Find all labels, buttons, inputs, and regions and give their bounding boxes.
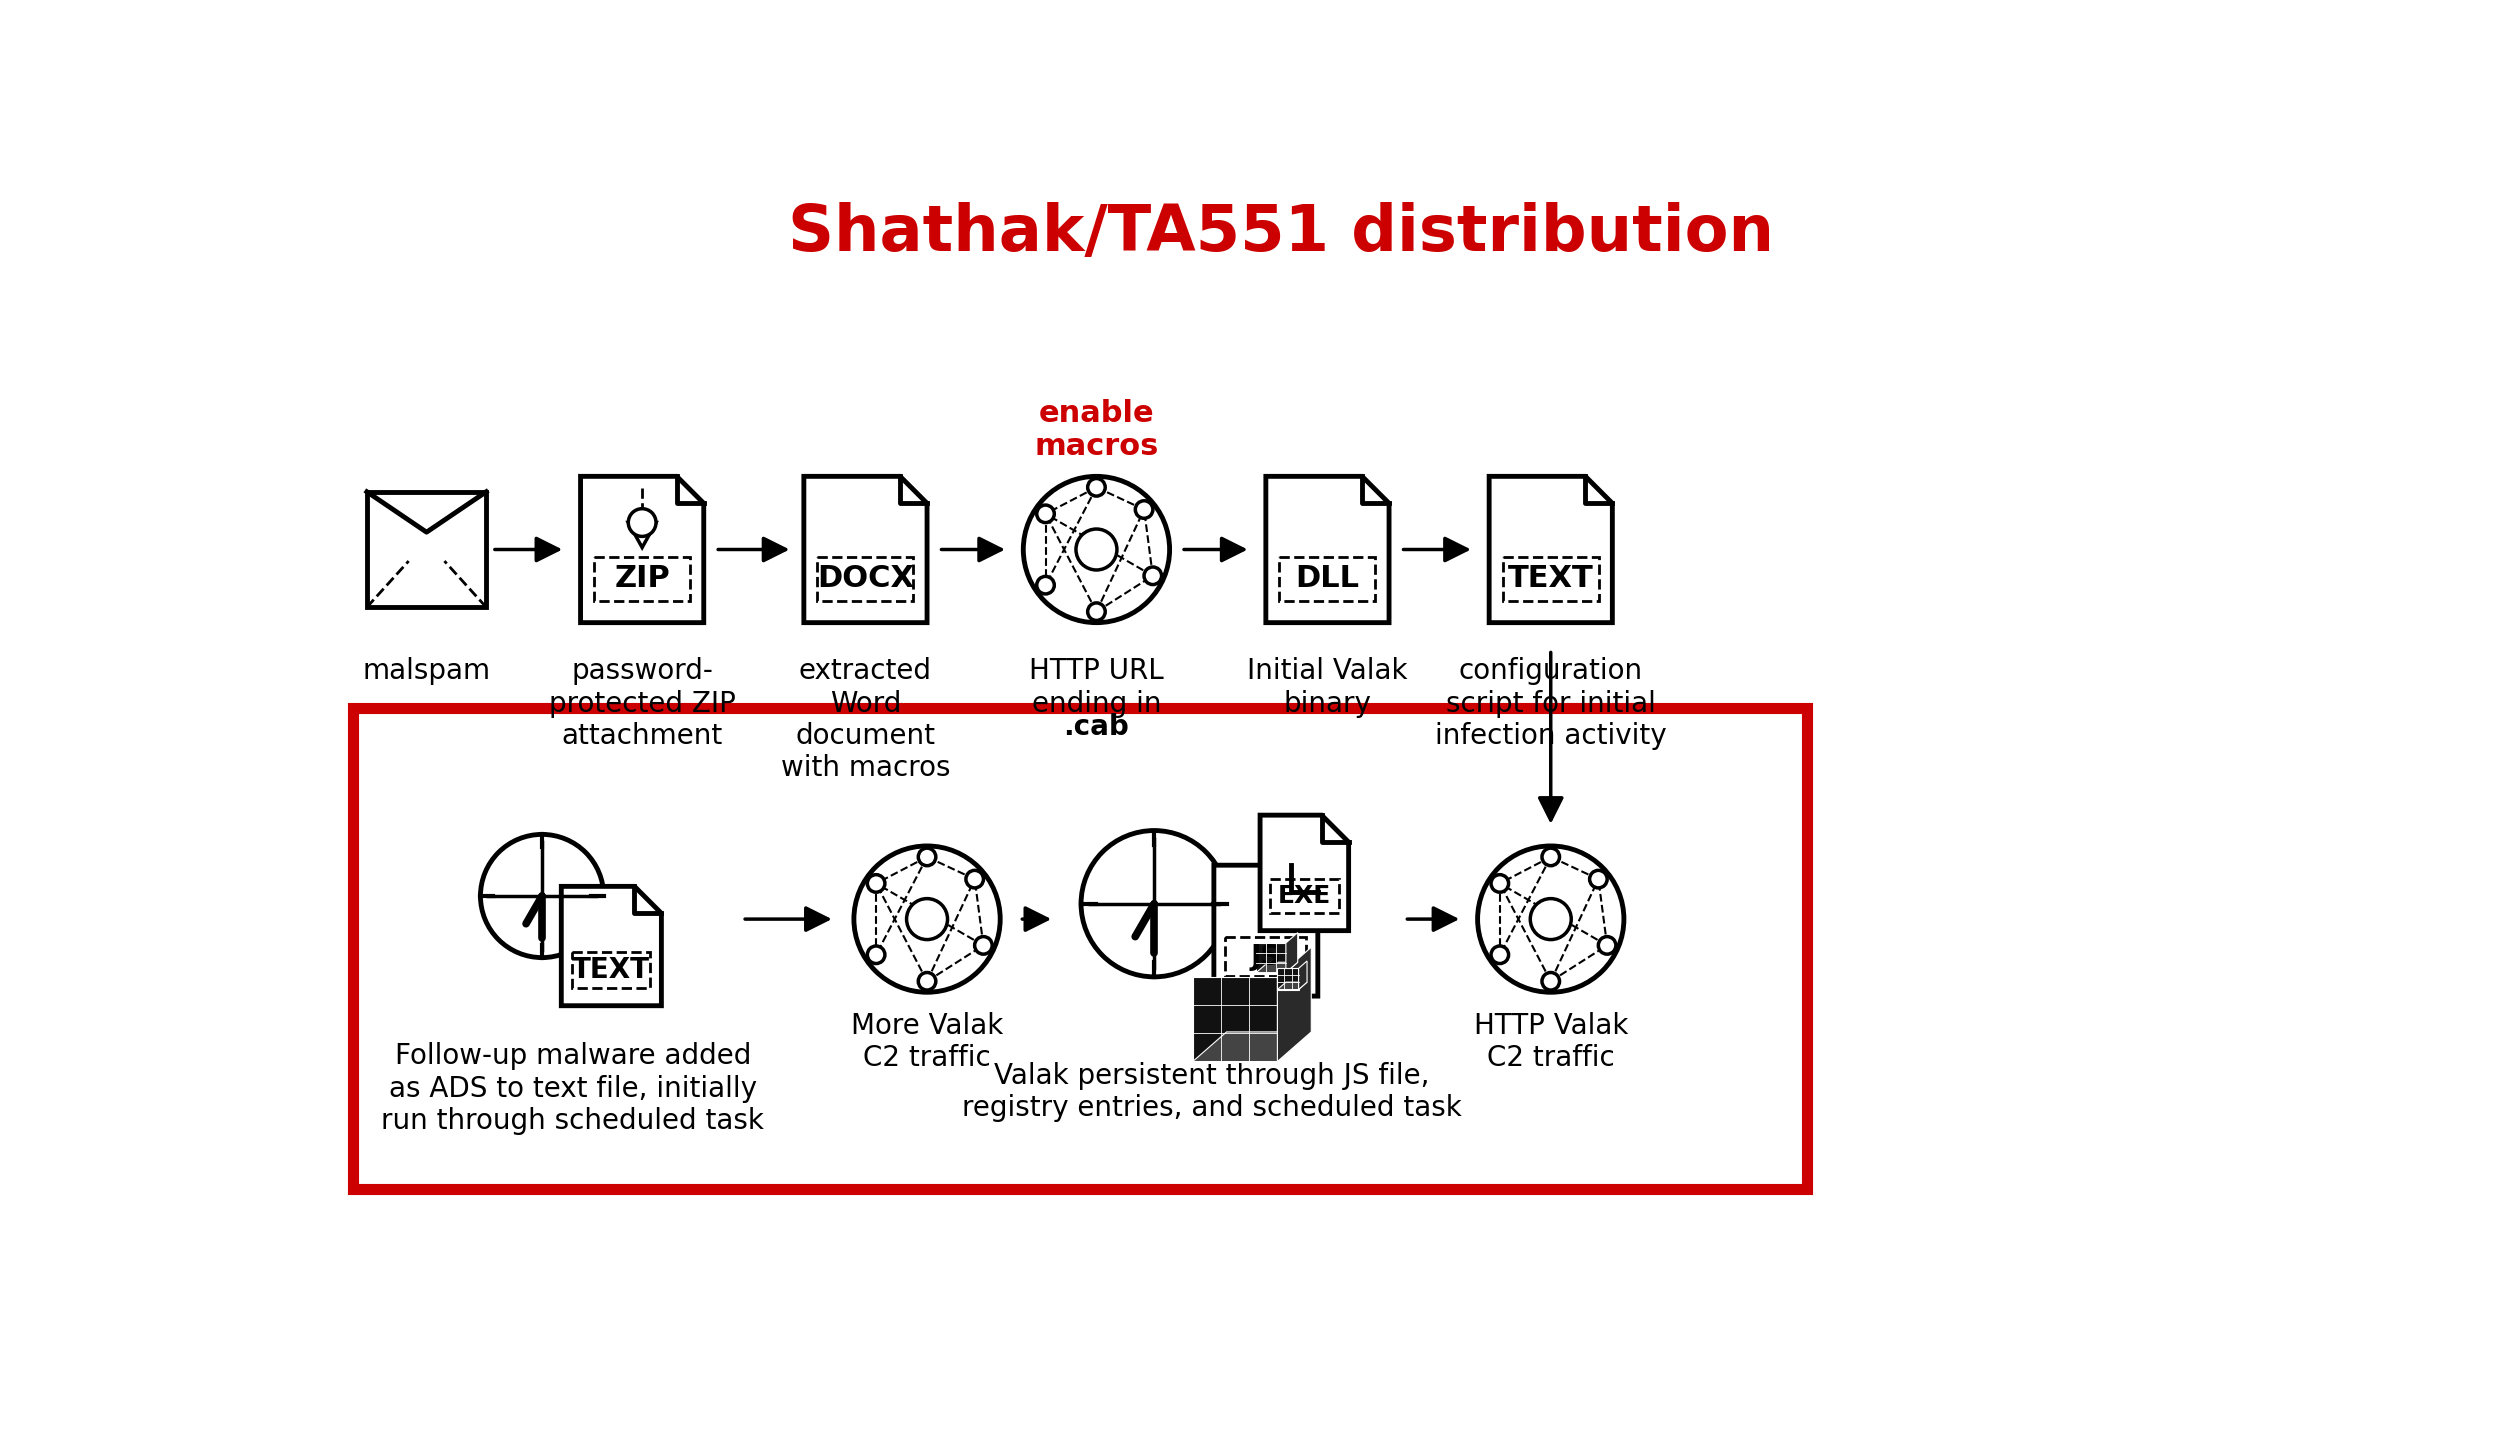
Text: Shathak/TA551 distribution: Shathak/TA551 distribution (788, 202, 1775, 264)
Polygon shape (805, 476, 928, 623)
Polygon shape (1278, 947, 1312, 1062)
Polygon shape (1260, 815, 1348, 931)
Polygon shape (1192, 1032, 1312, 1062)
Text: TEXT: TEXT (572, 956, 650, 984)
Text: extracted
Word
document
with macros: extracted Word document with macros (780, 657, 950, 782)
Text: JS: JS (1250, 943, 1280, 971)
Circle shape (965, 871, 982, 888)
Circle shape (1490, 946, 1508, 963)
Text: ZIP: ZIP (615, 564, 670, 593)
Circle shape (918, 848, 935, 865)
Circle shape (480, 834, 602, 957)
Polygon shape (1298, 961, 1308, 990)
Text: configuration
script for initial
infection activity: configuration script for initial infecti… (1435, 657, 1668, 751)
Polygon shape (368, 492, 485, 607)
Text: .cab: .cab (1062, 713, 1130, 740)
Text: TEXT: TEXT (1508, 564, 1592, 593)
Circle shape (1088, 603, 1105, 620)
Circle shape (1088, 478, 1105, 497)
Circle shape (1022, 476, 1170, 623)
Polygon shape (562, 887, 662, 1006)
Circle shape (628, 508, 655, 537)
Circle shape (1038, 577, 1055, 594)
Circle shape (1135, 501, 1152, 518)
Polygon shape (1192, 977, 1278, 1062)
Circle shape (1038, 505, 1055, 522)
Text: DOCX: DOCX (818, 564, 915, 593)
Circle shape (975, 937, 992, 954)
Circle shape (1542, 848, 1560, 865)
Circle shape (867, 946, 885, 963)
Circle shape (1075, 530, 1118, 570)
Circle shape (1590, 871, 1608, 888)
Circle shape (1490, 875, 1508, 893)
Text: password-
protected ZIP
attachment: password- protected ZIP attachment (548, 657, 735, 751)
Polygon shape (1255, 943, 1285, 973)
Circle shape (1598, 937, 1615, 954)
Circle shape (908, 898, 948, 940)
Text: EXE: EXE (1278, 884, 1330, 908)
Text: Valak persistent through JS file,
registry entries, and scheduled task: Valak persistent through JS file, regist… (962, 1062, 1462, 1122)
Polygon shape (1285, 933, 1298, 973)
Polygon shape (1278, 969, 1298, 990)
Circle shape (1478, 847, 1625, 992)
Polygon shape (1265, 476, 1390, 623)
Circle shape (867, 875, 885, 893)
Circle shape (1145, 567, 1162, 584)
Text: Initial Valak
binary: Initial Valak binary (1248, 657, 1407, 718)
Polygon shape (580, 476, 705, 623)
Polygon shape (1278, 982, 1308, 990)
Text: malspam: malspam (362, 657, 490, 686)
Polygon shape (1215, 865, 1318, 996)
Circle shape (1080, 831, 1228, 977)
Text: enable
macros: enable macros (1035, 399, 1158, 462)
Circle shape (918, 973, 935, 990)
Text: More Valak
C2 traffic: More Valak C2 traffic (850, 1012, 1003, 1072)
Circle shape (1542, 973, 1560, 990)
Polygon shape (1255, 963, 1298, 973)
Polygon shape (628, 522, 655, 548)
Text: DLL: DLL (1295, 564, 1360, 593)
Circle shape (1530, 898, 1570, 940)
Text: HTTP Valak
C2 traffic: HTTP Valak C2 traffic (1472, 1012, 1628, 1072)
Polygon shape (1490, 476, 1612, 623)
Circle shape (855, 847, 1000, 992)
Text: Follow-up malware added
as ADS to text file, initially
run through scheduled tas: Follow-up malware added as ADS to text f… (382, 1042, 765, 1135)
Text: HTTP URL
ending in: HTTP URL ending in (1030, 657, 1165, 718)
